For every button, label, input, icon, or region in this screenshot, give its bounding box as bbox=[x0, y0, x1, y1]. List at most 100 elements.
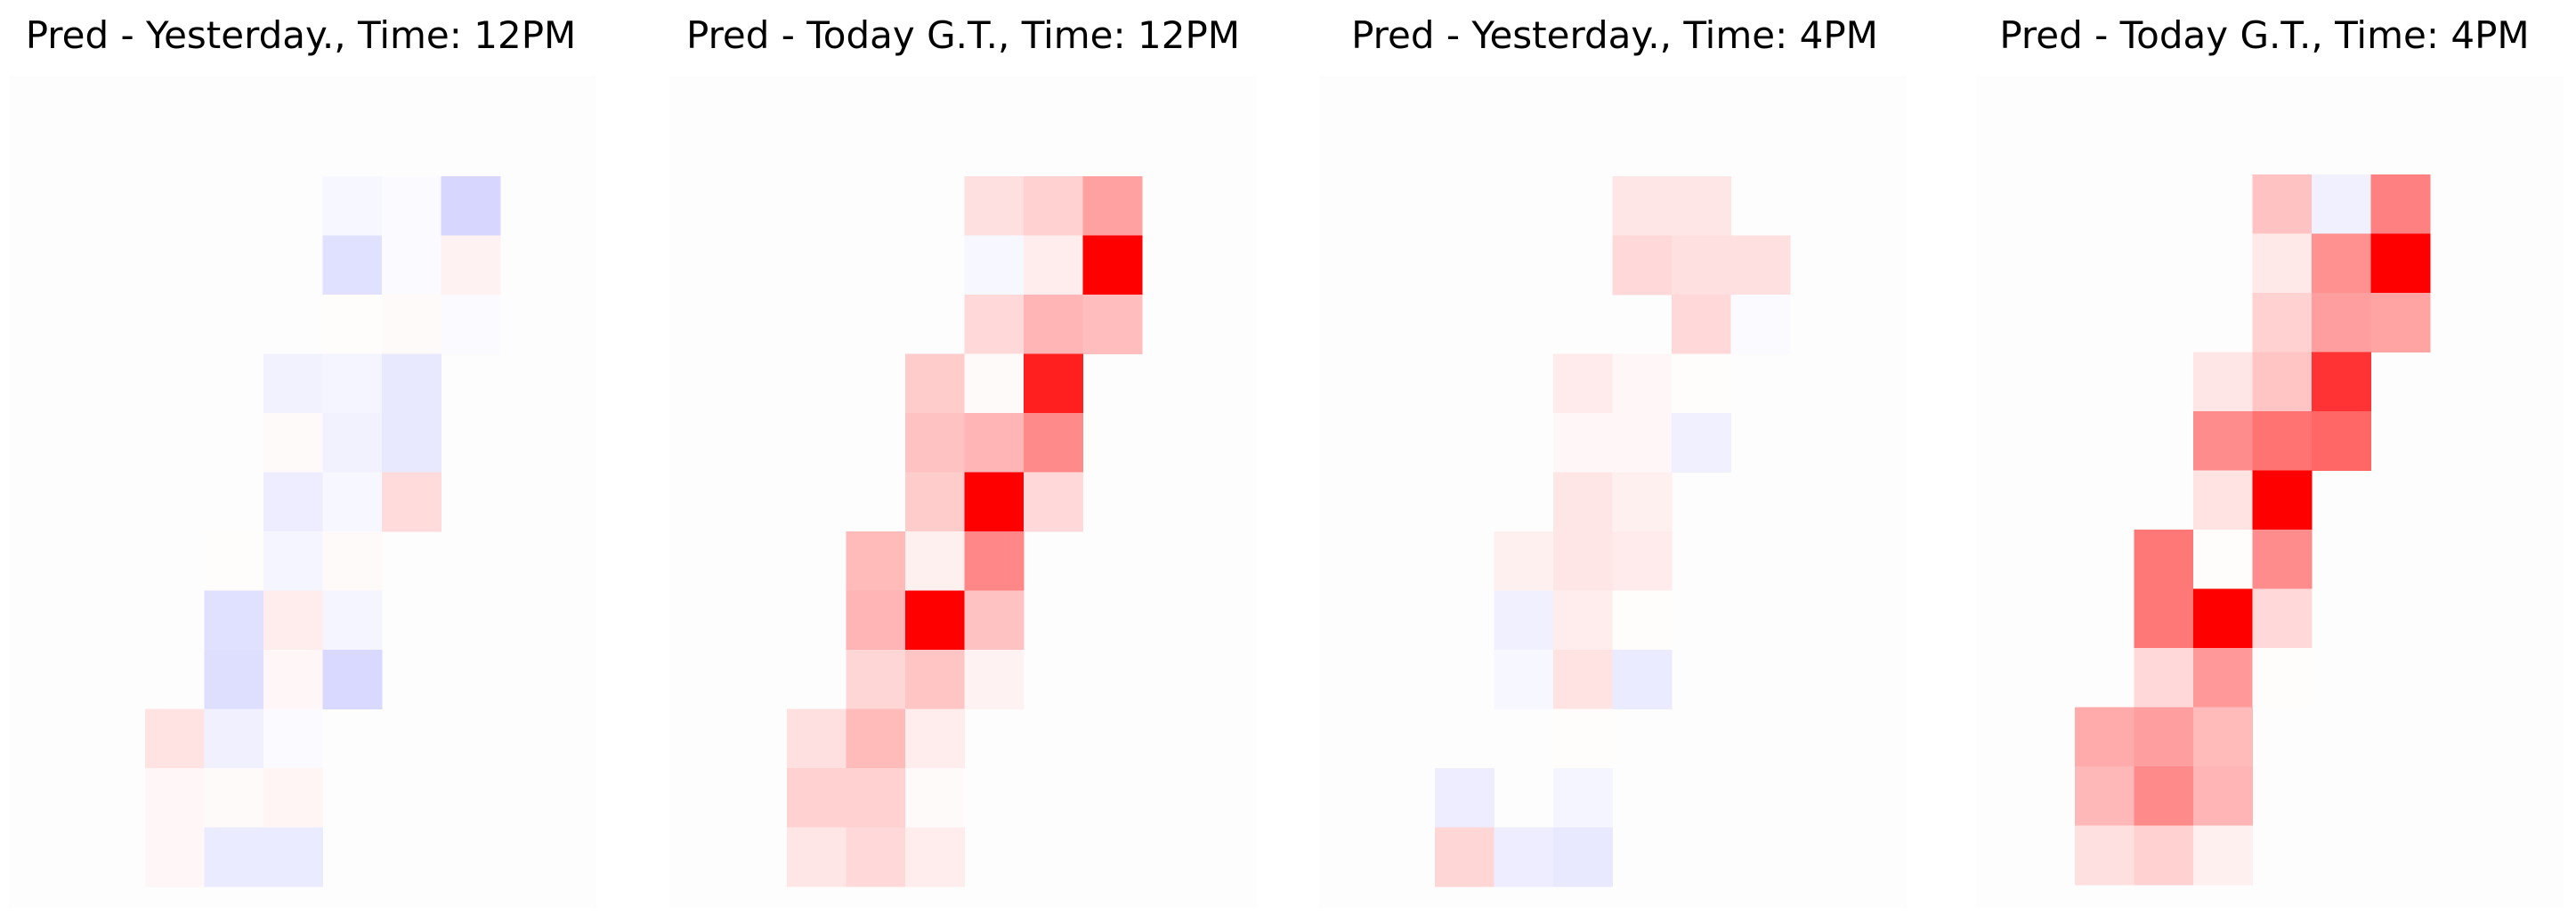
panel-1-cell-r2-c3 bbox=[322, 295, 383, 354]
panel-1-cell-r6-c2 bbox=[263, 531, 323, 591]
panel-4-cell-r11-c1 bbox=[2134, 825, 2194, 886]
panel-4-cell-r6-c2 bbox=[2193, 530, 2253, 589]
panel-1-cell-r6-c1 bbox=[204, 531, 264, 591]
panel-1-cell-r3-c4 bbox=[382, 353, 441, 414]
panel-3-cell-r0-c3 bbox=[1612, 176, 1673, 236]
panel-1-cell-r4-c4 bbox=[382, 413, 441, 473]
panel-4-cell-r9-c0 bbox=[2075, 707, 2135, 767]
panel-4-cell-r6-c1 bbox=[2134, 530, 2194, 589]
panel-3-cell-r3-c2 bbox=[1553, 353, 1613, 414]
panel-1-cell-r10-c2 bbox=[263, 768, 323, 828]
panel-3-cell-r7-c3 bbox=[1612, 590, 1673, 651]
panel-1-cell-r1-c4 bbox=[382, 235, 441, 296]
panel-2-cell-r9-c1 bbox=[846, 709, 906, 769]
panel-1-cell-r4-c2 bbox=[263, 413, 323, 473]
panel-4-cell-r4-c3 bbox=[2252, 411, 2313, 471]
panel-1-cell-r11-c2 bbox=[263, 827, 323, 887]
panel-2-cell-r3-c3 bbox=[964, 353, 1025, 414]
panel-4-cell-r10-c2 bbox=[2193, 766, 2253, 826]
panel-2-cell-r7-c2 bbox=[905, 590, 965, 651]
panel-3-cell-r5-c2 bbox=[1553, 472, 1613, 532]
panel-1-cell-r7-c1 bbox=[204, 590, 264, 651]
panel-4-cell-r2-c4 bbox=[2312, 293, 2371, 352]
panel-2-cell-r1-c4 bbox=[1024, 235, 1083, 296]
panel-4-cell-r9-c2 bbox=[2193, 707, 2253, 767]
panel-1-cell-r2-c4 bbox=[382, 295, 441, 354]
panel-4-cell-r7-c1 bbox=[2134, 588, 2194, 649]
panel-3-cell-r7-c2 bbox=[1553, 590, 1613, 651]
panel-3: Pred - Yesterday., Time: 4PM bbox=[1319, 13, 1907, 908]
panel-3-cell-r3-c3 bbox=[1612, 353, 1673, 414]
panel-4-cell-r1-c4 bbox=[2312, 233, 2371, 294]
panel-4-cell-r9-c1 bbox=[2134, 707, 2194, 767]
panel-3-cell-r8-c2 bbox=[1553, 650, 1613, 709]
panel-4-cell-r2-c3 bbox=[2252, 293, 2313, 352]
panel-3-cell-r11-c1 bbox=[1494, 827, 1554, 887]
panel-2-cell-r9-c0 bbox=[787, 709, 847, 769]
panel-3-cell-r11-c2 bbox=[1553, 827, 1613, 887]
panel-4-cell-r0-c5 bbox=[2370, 174, 2431, 234]
panel-1-cell-r0-c3 bbox=[322, 176, 383, 236]
panel-1-cell-r10-c1 bbox=[204, 768, 264, 828]
panel-2-title: Pred - Today G.T., Time: 12PM bbox=[686, 13, 1240, 57]
panel-2-cell-r6-c1 bbox=[846, 531, 906, 591]
panel-2-cell-r2-c4 bbox=[1024, 295, 1083, 354]
panel-3-cell-r4-c2 bbox=[1553, 413, 1613, 473]
panel-2-cell-r3-c4 bbox=[1024, 353, 1083, 414]
panel-3-cell-r11-c0 bbox=[1435, 827, 1495, 887]
panel-3-cell-r6-c1 bbox=[1494, 531, 1554, 591]
panel-4-cell-r8-c1 bbox=[2134, 648, 2194, 708]
panel-3-cell-r7-c1 bbox=[1494, 590, 1554, 651]
panel-3-cell-r10-c0 bbox=[1435, 768, 1495, 828]
panel-2-cell-r10-c2 bbox=[905, 768, 965, 828]
panel-4-cell-r8-c3 bbox=[2252, 648, 2313, 708]
panel-2-cell-r8-c3 bbox=[964, 650, 1025, 709]
panel-2-cell-r5-c3 bbox=[964, 472, 1025, 532]
panel-2-cell-r10-c0 bbox=[787, 768, 847, 828]
panel-1-cell-r0-c5 bbox=[441, 176, 501, 236]
panel-2-cell-r6-c2 bbox=[905, 531, 965, 591]
panel-2-cell-r0-c4 bbox=[1024, 176, 1083, 236]
panel-4-cell-r3-c3 bbox=[2252, 352, 2313, 412]
panel-2-cell-r2-c3 bbox=[964, 295, 1025, 354]
panel-3-cell-r8-c1 bbox=[1494, 650, 1554, 709]
panel-4-cell-r0-c3 bbox=[2252, 174, 2313, 234]
panel-3-cell-r1-c5 bbox=[1730, 235, 1791, 296]
panel-4-cell-r11-c0 bbox=[2075, 825, 2135, 886]
panel-3-cell-r2-c4 bbox=[1672, 295, 1731, 354]
panel-1-cell-r9-c0 bbox=[145, 709, 205, 769]
panel-2-cell-r8-c1 bbox=[846, 650, 906, 709]
panel-1-cell-r8-c2 bbox=[263, 650, 323, 709]
panel-1-cell-r7-c2 bbox=[263, 590, 323, 651]
panel-1-cell-r11-c1 bbox=[204, 827, 264, 887]
panel-2-cells bbox=[787, 176, 1143, 887]
panel-1-cell-r3-c2 bbox=[263, 353, 323, 414]
panel-1-cells bbox=[145, 176, 501, 887]
panel-3-cell-r10-c2 bbox=[1553, 768, 1613, 828]
panel-1-cell-r3-c3 bbox=[322, 353, 383, 414]
panel-4-cell-r0-c4 bbox=[2312, 174, 2371, 234]
panel-3-cells bbox=[1435, 176, 1791, 887]
panel-4-cell-r3-c2 bbox=[2193, 352, 2253, 412]
panel-3-title: Pred - Yesterday., Time: 4PM bbox=[1351, 13, 1878, 57]
panel-3-cell-r6-c3 bbox=[1612, 531, 1673, 591]
panel-1-cell-r0-c4 bbox=[382, 176, 441, 236]
panel-2-cell-r0-c3 bbox=[964, 176, 1025, 236]
panel-1-cell-r1-c5 bbox=[441, 235, 501, 296]
panel-1-cell-r10-c0 bbox=[145, 768, 205, 828]
panel-4-title: Pred - Today G.T., Time: 4PM bbox=[1999, 13, 2529, 57]
panel-4-cell-r3-c4 bbox=[2312, 352, 2371, 412]
panel-4-cell-r4-c2 bbox=[2193, 411, 2253, 471]
panel-1-cell-r6-c3 bbox=[322, 531, 383, 591]
panel-4-cell-r5-c2 bbox=[2193, 470, 2253, 530]
panel-1-cell-r5-c3 bbox=[322, 472, 383, 532]
panel-3-cell-r8-c3 bbox=[1612, 650, 1673, 709]
panel-4-cell-r1-c3 bbox=[2252, 233, 2313, 294]
panel-2-cell-r6-c3 bbox=[964, 531, 1025, 591]
panel-1: Pred - Yesterday., Time: 12PM bbox=[9, 13, 596, 908]
panel-2-cell-r5-c2 bbox=[905, 472, 965, 532]
panel-2-cell-r1-c5 bbox=[1082, 235, 1143, 296]
panel-3-cell-r5-c3 bbox=[1612, 472, 1673, 532]
panel-2-cell-r8-c2 bbox=[905, 650, 965, 709]
panel-4-cell-r7-c3 bbox=[2252, 588, 2313, 649]
